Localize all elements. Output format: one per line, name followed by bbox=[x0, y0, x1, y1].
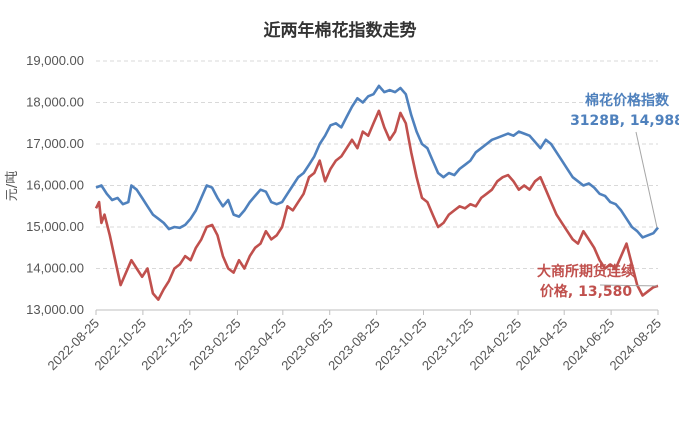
y-tick-label: 17,000.00 bbox=[26, 136, 84, 151]
series-lines bbox=[94, 84, 660, 301]
y-tick-label: 15,000.00 bbox=[26, 219, 84, 234]
series-annotation-label: 3128B, 14,988 bbox=[570, 113, 679, 129]
futures-price-line bbox=[94, 109, 659, 301]
y-tick-label: 14,000.00 bbox=[26, 261, 84, 276]
y-tick-label: 13,000.00 bbox=[26, 302, 84, 317]
y-axis-label: 元/吨 bbox=[5, 171, 20, 201]
gridlines bbox=[96, 60, 658, 269]
cotton-index-line bbox=[95, 84, 660, 239]
annotation-leader-line bbox=[635, 131, 658, 228]
chart-title: 近两年棉花指数走势 bbox=[264, 20, 417, 41]
series-annotation-label: 价格, 13,580 bbox=[540, 283, 632, 300]
y-tick-label: 19,000.00 bbox=[26, 53, 84, 68]
y-tick-label: 18,000.00 bbox=[26, 95, 84, 110]
y-tick-label: 16,000.00 bbox=[26, 178, 84, 193]
x-axis-ticks: 2022-08-252022-10-252022-12-252023-02-25… bbox=[44, 310, 664, 373]
series-annotation-label: 棉花价格指数 bbox=[585, 92, 670, 109]
series-annotation-label: 大商所期货连续 bbox=[537, 263, 635, 280]
annotation-leader-line bbox=[599, 284, 658, 287]
y-axis-ticks: 13,000.00 14,000.00 15,000.00 16,000.00 17,0… bbox=[26, 53, 84, 317]
